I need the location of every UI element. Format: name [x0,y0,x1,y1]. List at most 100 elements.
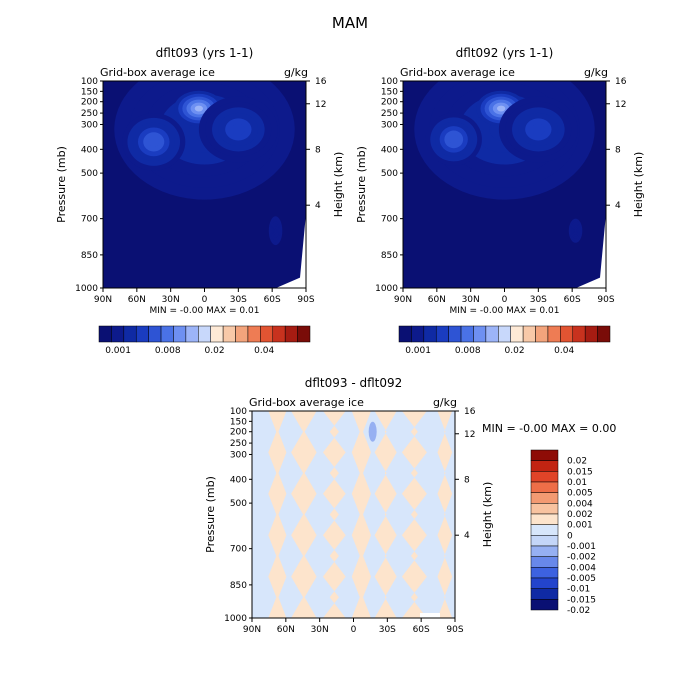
colorbar-swatch [572,325,586,343]
y-tick-label: 850 [381,251,398,261]
y-tick-label: 500 [81,169,98,179]
colorbar-swatch [560,325,574,343]
negative-anomaly-spot [368,421,377,442]
y-tick-label: 500 [381,169,398,179]
colorbar-swatch [473,325,487,343]
colorbar-tick-label: 0.002 [567,510,593,520]
y-tick-label: 700 [230,545,247,555]
colorbar-swatch [530,545,559,557]
colorbar-tick-label: -0.02 [567,606,590,616]
colorbar-swatch [160,325,174,343]
positive-anomaly-band [322,411,346,618]
x-tick-label: 90S [297,295,314,305]
y-tick-label: 1000 [75,284,98,294]
x-tick-label: 0 [351,625,357,635]
colorbar-swatch [530,599,559,611]
colorbar-swatch [530,535,559,547]
y-right-tick-label: 12 [615,100,626,110]
y-tick-label: 1000 [375,284,398,294]
y-right-tick-label: 4 [464,531,470,541]
colorbar-swatch [272,325,286,343]
y-tick-label: 700 [81,215,98,225]
colorbar-tick-label: -0.002 [567,553,596,563]
x-tick-label: 60S [413,625,430,635]
y-right-tick-label: 8 [464,475,470,485]
y-axis-label: Pressure (mb) [55,146,68,223]
colorbar-swatch [123,325,137,343]
y-tick-label: 100 [230,407,247,417]
y-axis-label: Pressure (mb) [204,476,217,553]
y-tick-label: 400 [81,145,98,155]
colorbar-tick-label: 0.04 [554,346,574,356]
min-max-stats: MIN = -0.00 MAX = 0.01 [450,306,560,316]
colorbar-swatch [530,588,559,600]
page-title: MAM [332,14,368,32]
colorbar-tick-label: 0.01 [567,478,587,488]
contour-level [194,105,203,112]
y-right-axis-label: Height (km) [481,482,494,548]
y-tick-label: 300 [230,450,247,460]
colorbar-swatch [198,325,211,343]
x-tick-label: 30N [462,295,480,305]
colorbar-tick-label: -0.004 [567,563,596,573]
colorbar-swatch [522,325,536,343]
colorbar-swatch [530,481,559,493]
min-max-stats: MIN = -0.00 MAX = 0.01 [150,306,260,316]
colorbar-swatch [148,325,162,343]
positive-anomaly-band [401,411,427,618]
y-tick-label: 100 [81,77,98,87]
panel-subtitle: Grid-box average ice [100,66,215,79]
colorbar-swatch [260,325,274,343]
colorbar-swatch [135,325,149,343]
y-right-tick-label: 16 [464,407,476,417]
missing-data-region [276,213,306,288]
field-contours [414,81,595,243]
y-right-tick-label: 4 [615,201,621,211]
colorbar-swatch [98,325,112,343]
colorbar-swatch [247,325,261,343]
colorbar-swatch [530,567,559,579]
missing-data-region [576,213,606,288]
contour-level [449,134,459,144]
colorbar-swatch [435,325,449,343]
colorbar-swatch [530,577,559,589]
contour-level [574,228,577,233]
x-tick-label: 60N [128,295,146,305]
colorbar-swatch [530,460,559,472]
colorbar-swatch [530,492,559,504]
y-right-axis-label: Height (km) [632,152,645,218]
field-contours [114,81,295,246]
x-tick-label: 60S [264,295,281,305]
y-right-tick-label: 12 [464,430,475,440]
colorbar-tick-label: 0.04 [254,346,274,356]
colorbar-swatch [530,503,559,515]
positive-anomaly-band [351,411,372,618]
field-background [252,411,455,618]
colorbar-swatch [584,325,598,343]
positive-anomaly-band [291,411,317,618]
colorbar-tick-label: 0.005 [567,489,593,499]
field-contours [268,411,453,618]
y-tick-label: 500 [230,499,247,509]
colorbar-swatch [222,325,236,343]
contour-level [274,228,277,234]
x-tick-label: 30N [162,295,180,305]
x-tick-label: 90N [94,295,112,305]
x-tick-label: 60S [564,295,581,305]
colorbar-tick-label: -0.005 [567,574,596,584]
colorbar-swatch [284,325,298,343]
colorbar-swatch [210,325,224,343]
y-right-axis-label: Height (km) [332,152,345,218]
colorbar-tick-label: 0.008 [155,346,181,356]
x-tick-label: 90N [243,625,261,635]
x-tick-label: 30S [230,295,247,305]
contour-level [231,123,245,135]
panel-units: g/kg [284,66,308,79]
panel-subtitle: Grid-box average ice [249,396,364,409]
y-right-tick-label: 12 [315,100,326,110]
colorbar-swatch [297,325,311,343]
colorbar-tick-label: -0.01 [567,585,590,595]
colorbar-swatch [235,325,249,343]
